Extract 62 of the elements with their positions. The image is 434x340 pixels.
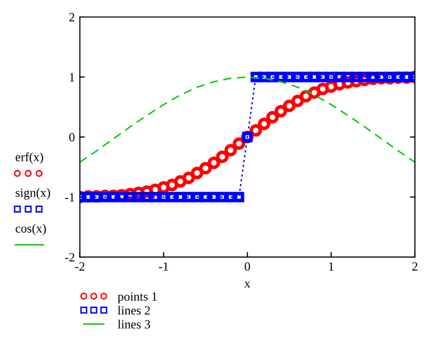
point xyxy=(359,72,370,82)
x-tick-label: -2 xyxy=(75,262,84,271)
point xyxy=(174,175,187,188)
point xyxy=(309,72,320,82)
point xyxy=(199,162,212,174)
point xyxy=(316,82,330,96)
point xyxy=(258,72,270,82)
legend-label: lines 3 xyxy=(118,320,150,329)
point xyxy=(274,104,288,118)
point xyxy=(300,72,312,82)
point xyxy=(116,192,127,202)
point xyxy=(166,178,178,192)
point xyxy=(166,192,178,202)
point xyxy=(276,72,286,82)
legend-label: points 1 xyxy=(118,292,157,304)
y-tick-label: 0 xyxy=(69,133,75,142)
point xyxy=(224,144,237,156)
x-tick-label: -1 xyxy=(158,262,168,271)
point xyxy=(283,100,296,112)
point xyxy=(250,124,262,137)
point xyxy=(225,192,236,202)
point xyxy=(217,192,228,202)
point xyxy=(266,110,279,124)
y-tick-label: 2 xyxy=(69,13,74,22)
text: sign(x) xyxy=(16,188,50,200)
point xyxy=(284,72,294,82)
point xyxy=(216,150,228,164)
point xyxy=(208,156,220,170)
point xyxy=(192,192,202,202)
point xyxy=(182,172,195,184)
text: cos(x) xyxy=(16,224,46,236)
y-tick-label: 1 xyxy=(70,73,74,82)
point xyxy=(124,192,136,202)
point xyxy=(342,72,354,82)
point xyxy=(368,72,378,82)
point xyxy=(133,192,144,202)
legend-label: lines 2 xyxy=(118,306,150,315)
point xyxy=(250,72,261,82)
point xyxy=(232,137,246,150)
point xyxy=(334,72,345,82)
x-tick-label: 2 xyxy=(412,262,418,271)
x-tick-label: 1 xyxy=(329,262,334,271)
text: erf(x) xyxy=(16,152,44,164)
point xyxy=(200,192,211,202)
point xyxy=(184,192,194,202)
point xyxy=(326,72,336,82)
point xyxy=(208,192,220,202)
point xyxy=(158,192,169,202)
point xyxy=(190,166,204,180)
point xyxy=(291,94,304,108)
point xyxy=(292,72,303,82)
y-tick-label: -2 xyxy=(65,253,74,262)
point xyxy=(234,192,244,202)
point xyxy=(258,118,270,130)
x-tick-label: 0 xyxy=(244,262,250,271)
x-axis-title: x xyxy=(244,282,250,288)
point xyxy=(150,192,160,202)
y-tick-label: -1 xyxy=(65,193,74,202)
point xyxy=(318,72,328,82)
point xyxy=(351,72,362,82)
point xyxy=(142,192,152,202)
point xyxy=(175,192,186,202)
